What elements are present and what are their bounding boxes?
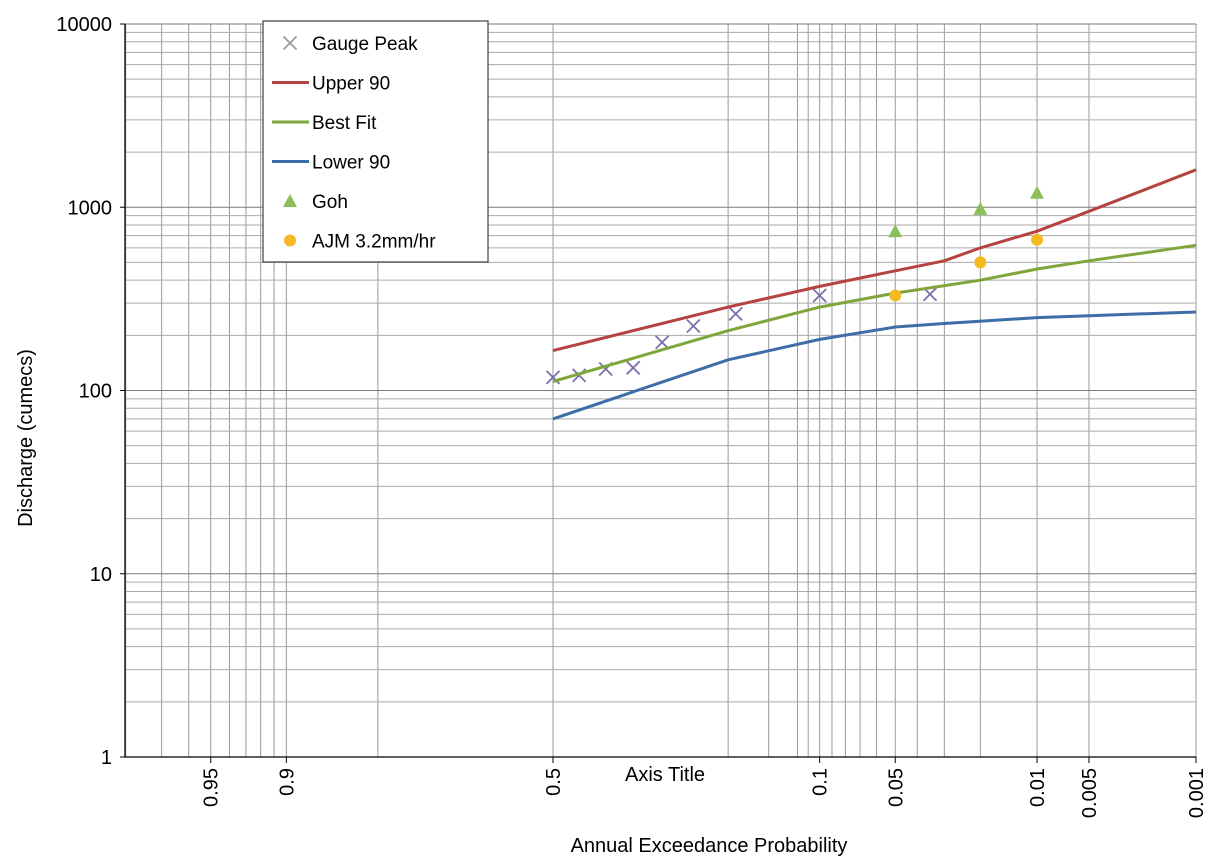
data-point [888,224,903,238]
series-lower-90 [552,310,1197,421]
series-best-fit [552,243,1197,383]
legend-item: Lower 90 [272,153,390,174]
x-tick-label: 0.05 [885,768,907,807]
x-tick-label: 0.001 [1186,768,1207,818]
series-ajm-3-2mm-hr [889,233,1044,302]
y-tick-label: 1 [101,747,112,769]
data-point [626,360,641,375]
data-point [974,256,987,269]
data-point [1030,185,1045,199]
legend-label: Lower 90 [312,153,390,174]
legend-label: Goh [312,192,348,213]
y-tick-label: 100 [79,381,112,403]
data-point [686,318,701,334]
x-tick-label: 0.005 [1079,768,1101,818]
legend-label: AJM 3.2mm/hr [312,232,436,253]
legend-swatch [284,234,296,247]
data-point [812,288,827,303]
series-line [552,168,1197,353]
y-tick-label: 1000 [68,197,113,219]
legend-item: Best Fit [272,113,377,134]
legend-swatch [282,35,298,51]
data-point [889,289,902,302]
data-point [973,201,988,215]
series [545,168,1197,421]
axes: 1 10 100 1000 10000 0.95 0.9 0.5 0.1 0.05 0.01 0.00… [56,14,1207,818]
y-tick-label: 10000 [56,14,112,36]
legend-label: Upper 90 [312,74,390,95]
y-tick-label: 10 [90,564,112,586]
x-tick-label: 0.1 [810,768,832,796]
series-goh [888,185,1045,238]
data-point [1031,233,1044,246]
legend-label: Gauge Peak [312,34,418,55]
data-point [654,335,670,350]
legend-label: Best Fit [312,113,377,134]
series-upper-90 [552,168,1197,353]
legend: Gauge Peak Upper 90 Best Fit Lower 90 Goh AJM… [262,20,489,263]
legend-box [262,20,489,263]
legend-item: Upper 90 [272,74,390,95]
legend-item: Gauge Peak [282,34,418,55]
x-axis-title: Annual Exceedance Probability [571,835,848,857]
x-tick-label: 0.9 [276,768,298,796]
data-point [728,306,743,321]
series-line [552,243,1197,383]
secondary-x-axis-title: Axis Title [625,764,705,786]
legend-item: AJM 3.2mm/hr [284,232,436,253]
x-tick-label: 0.01 [1027,768,1049,807]
series-line [552,310,1197,421]
y-axis-title: Discharge (cumecs) [15,349,37,527]
x-tick-label: 0.5 [543,768,565,796]
x-tick-label: 0.95 [201,768,223,807]
series-gauge-peak [545,287,938,385]
legend-swatch [283,194,297,207]
legend-item: Goh [283,192,348,213]
